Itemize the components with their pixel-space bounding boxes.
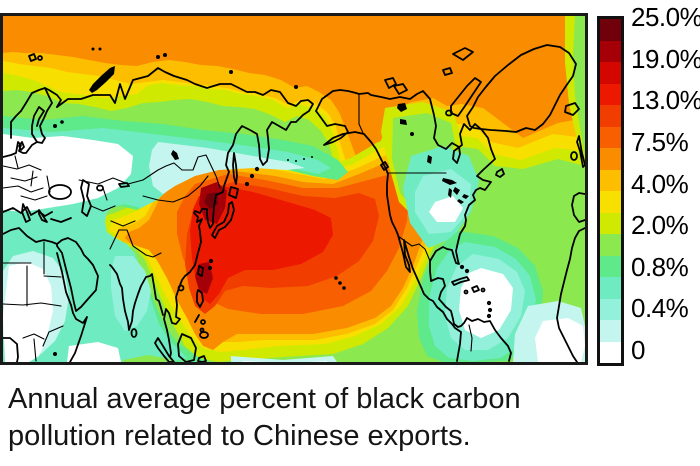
colorbar-segment	[600, 169, 621, 191]
colorbar-tick-label: 0.8%	[631, 251, 689, 282]
colorbar-tick-label: 13.0%	[631, 85, 700, 116]
colorbar-segment	[600, 341, 621, 363]
colorbar-segment	[600, 19, 621, 41]
colorbar-tick-label: 0	[631, 335, 645, 365]
colorbar-segment	[600, 255, 621, 277]
colorbar-tick-label: 25.0%	[631, 2, 700, 32]
colorbar-segment	[600, 234, 621, 256]
colorbar-segment	[600, 62, 621, 84]
world-map-svg	[3, 16, 585, 362]
colorbar-segment	[600, 277, 621, 299]
colorbar	[597, 16, 624, 366]
colorbar-segment	[600, 126, 621, 148]
colorbar-segment	[600, 191, 621, 213]
colorbar-segment	[600, 148, 621, 170]
colorbar-segment	[600, 83, 621, 105]
colorbar-segment	[600, 105, 621, 127]
colorbar-tick-label: 4.0%	[631, 168, 689, 199]
colorbar-tick-label: 7.5%	[631, 126, 689, 157]
caption: Annual average percent of black carbon p…	[8, 381, 648, 455]
caption-line-1: Annual average percent of black carbon	[8, 383, 521, 415]
colorbar-tick-label: 2.0%	[631, 210, 689, 241]
colorbar-segment	[600, 298, 621, 320]
colorbar-segment	[600, 212, 621, 234]
colorbar-tick-label: 19.0%	[631, 43, 700, 74]
colorbar-segment	[600, 40, 621, 62]
colorbar-segment	[600, 320, 621, 342]
world-map	[0, 13, 588, 365]
caption-line-2: pollution related to Chinese exports.	[8, 420, 471, 452]
colorbar-tick-label: 0.4%	[631, 293, 689, 324]
colorbar-labels: 25.0% 19.0% 13.0% 7.5% 4.0% 2.0% 0.8% 0.4% 0	[631, 4, 700, 364]
